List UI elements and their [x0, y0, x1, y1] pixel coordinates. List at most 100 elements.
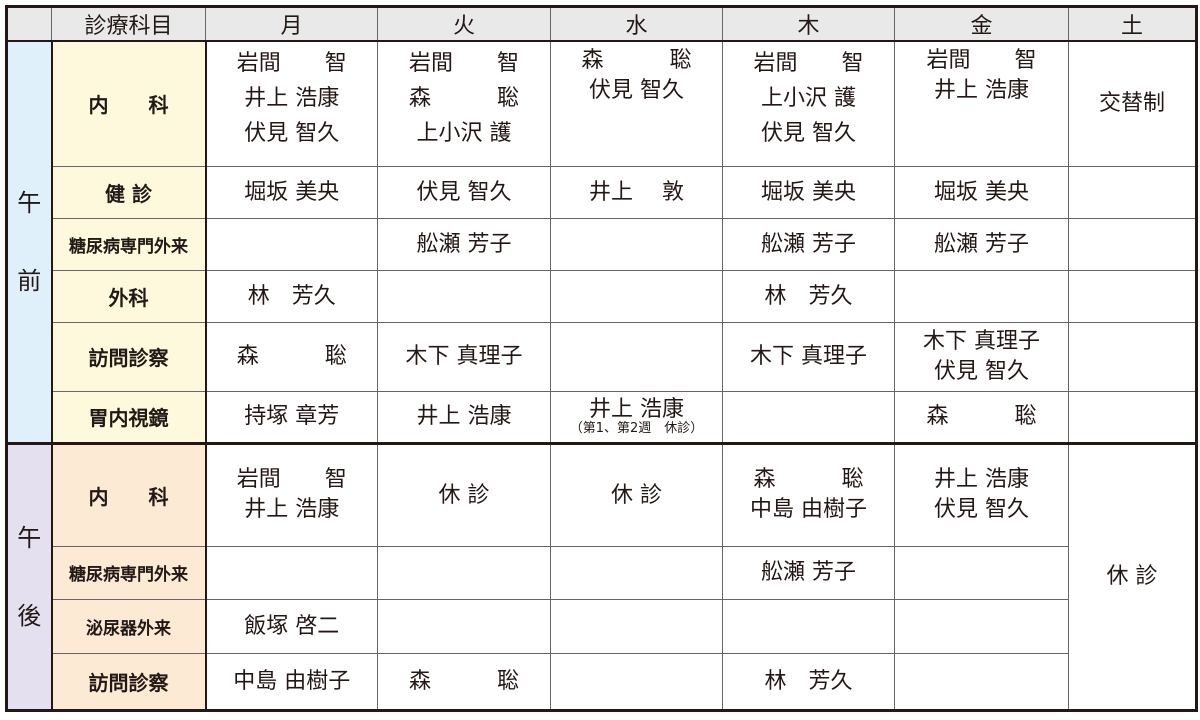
doctor-name: 林 芳久 — [764, 283, 853, 309]
doctor-name: 岩間 智 — [236, 51, 347, 76]
schedule-table: 診療科目 月 火 水 木 金 土 午前内 科岩間 智井上 浩康 伏見 智久 岩間 智… — [5, 5, 1198, 712]
schedule-row: 健 診 堀坂 美央 伏見 智久 井上 敦 堀坂 美央 堀坂 美央 — [7, 165, 1197, 219]
doctor-name: 飯塚 啓二 — [244, 613, 340, 639]
doctor-cell — [1068, 321, 1197, 392]
doctor-cell — [722, 390, 895, 444]
afternoon-period-label: 午後 — [6, 441, 53, 711]
dept-label: 糖尿病専門外来 — [51, 217, 207, 271]
doctor-cell: 飯塚 啓二 — [205, 598, 378, 654]
doctor-name: 井上 浩康 — [244, 497, 340, 522]
header-day-mon: 月 — [205, 6, 378, 42]
doctor-cell: 交替制 — [1068, 40, 1197, 167]
doctor-name: 伏見 智久 — [934, 358, 1029, 384]
schedule-row: 胃内視鏡 持塚 章芳 井上 浩康 井上 浩康 （第1、第2週 休診）森 聡 — [7, 390, 1197, 444]
doctor-cell: 林 芳久 — [722, 269, 895, 323]
doctor-cell: 林 芳久 — [722, 652, 895, 711]
dept-label: 訪問診察 — [51, 652, 207, 711]
doctor-name: 伏見 智久 — [244, 121, 340, 146]
dept-label: 胃内視鏡 — [51, 390, 207, 444]
doctor-name: 岩間 智 — [753, 51, 864, 76]
doctor-cell: 岩間 智井上 浩康 — [894, 40, 1069, 167]
doctor-cell — [894, 269, 1069, 323]
doctor-name: 休 診 — [611, 482, 662, 508]
doctor-name: 井上 浩康 — [934, 467, 1029, 492]
doctor-name: 堀坂 美央 — [761, 179, 856, 205]
doctor-name: 伏見 智久 — [934, 497, 1029, 522]
doctor-cell — [1068, 217, 1197, 271]
doctor-name: 森 聡 — [926, 403, 1037, 429]
doctor-name: 岩間 智 — [408, 51, 519, 76]
doctor-cell: 伏見 智久 — [377, 165, 551, 219]
doctor-cell: 森 聡伏見 智久 — [550, 40, 723, 167]
doctor-cell: 持塚 章芳 — [205, 390, 378, 444]
doctor-name: 井上 浩康 — [244, 86, 340, 111]
doctor-name: 森 聡 — [753, 467, 864, 492]
doctor-name: 舩瀬 芳子 — [761, 231, 856, 257]
doctor-name: 木下 真理子 — [750, 344, 867, 369]
schedule-row: 泌尿器外来 飯塚 啓二 — [7, 598, 1197, 654]
doctor-cell: 井上 浩康 — [377, 390, 551, 444]
doctor-name: 岩間 智 — [926, 48, 1037, 73]
dept-label: 外科 — [51, 269, 207, 323]
schedule-row: 訪問診察森 聡木下 真理子 木下 真理子 木下 真理子 伏見 智久 — [7, 321, 1197, 392]
doctor-cell — [722, 598, 895, 654]
doctor-cell — [205, 217, 378, 271]
header-row: 診療科目 月 火 水 木 金 土 — [6, 6, 1197, 42]
doctor-name: 持塚 章芳 — [244, 403, 340, 429]
period-char: 午 — [17, 188, 42, 217]
doctor-cell: 井上 浩康伏見 智久 — [894, 441, 1069, 547]
doctor-cell — [377, 545, 551, 600]
doctor-cell — [205, 545, 378, 600]
doctor-cell: 岩間 智森 聡上小沢 護 — [377, 40, 551, 167]
doctor-cell: 舩瀬 芳子 — [722, 217, 895, 271]
doctor-name: 伏見 智久 — [589, 78, 684, 103]
doctor-cell — [550, 321, 723, 392]
doctor-cell: 休 診 — [377, 441, 551, 547]
doctor-cell: 舩瀬 芳子 — [722, 545, 895, 600]
dept-label: 糖尿病専門外来 — [51, 545, 207, 600]
schedule-row: 糖尿病専門外来 舩瀬 芳子 舩瀬 芳子 舩瀬 芳子 — [7, 217, 1197, 271]
doctor-cell: 舩瀬 芳子 — [377, 217, 551, 271]
doctor-name: 堀坂 美央 — [244, 179, 340, 205]
doctor-cell: 林 芳久 — [205, 269, 378, 323]
doctor-name: 森 聡 — [236, 344, 347, 369]
doctor-cell — [894, 598, 1069, 654]
doctor-name: 井上 浩康 — [934, 78, 1029, 103]
doctor-name: 林 芳久 — [247, 283, 336, 309]
doctor-cell — [1068, 269, 1197, 323]
doctor-cell — [550, 545, 723, 600]
doctor-cell: 木下 真理子 — [377, 321, 551, 392]
doctor-name: 井上 浩康 — [589, 396, 684, 422]
schedule-row: 外科 林 芳久 林 芳久 — [7, 269, 1197, 323]
doctor-name: 森 聡 — [408, 668, 519, 694]
doctor-cell: 堀坂 美央 — [894, 165, 1069, 219]
cell-note: （第1、第2週 休診） — [569, 420, 704, 436]
doctor-cell — [894, 652, 1069, 711]
doctor-name: 中島 由樹子 — [750, 497, 867, 522]
dept-label: 健 診 — [51, 165, 207, 219]
doctor-cell: 木下 真理子 伏見 智久 — [894, 321, 1069, 392]
doctor-cell: 堀坂 美央 — [722, 165, 895, 219]
doctor-name: 交替制 — [1098, 91, 1165, 117]
doctor-cell: 堀坂 美央 — [205, 165, 378, 219]
header-day-sat: 土 — [1068, 6, 1197, 42]
doctor-cell — [1068, 390, 1197, 444]
doctor-cell: 井上 敦 — [550, 165, 723, 219]
doctor-cell: 森 聡 — [205, 321, 378, 392]
doctor-cell: 舩瀬 芳子 — [894, 217, 1069, 271]
header-corner — [6, 6, 52, 42]
doctor-cell — [550, 269, 723, 323]
saturday-closed: 休 診 — [1068, 441, 1197, 711]
doctor-cell — [1068, 165, 1197, 219]
period-char: 午 — [17, 523, 42, 552]
doctor-name: 休 診 — [438, 482, 490, 508]
doctor-name: 舩瀬 芳子 — [416, 231, 512, 257]
doctor-cell — [377, 269, 551, 323]
doctor-cell: 森 聡 — [894, 390, 1069, 444]
doctor-name: 森 聡 — [581, 48, 692, 73]
doctor-cell: 森 聡 — [377, 652, 551, 711]
period-char: 前 — [17, 266, 42, 295]
doctor-name: 井上 敦 — [589, 179, 684, 205]
dept-label: 内 科 — [51, 441, 207, 547]
schedule-row: 糖尿病専門外来 舩瀬 芳子 — [7, 545, 1197, 600]
